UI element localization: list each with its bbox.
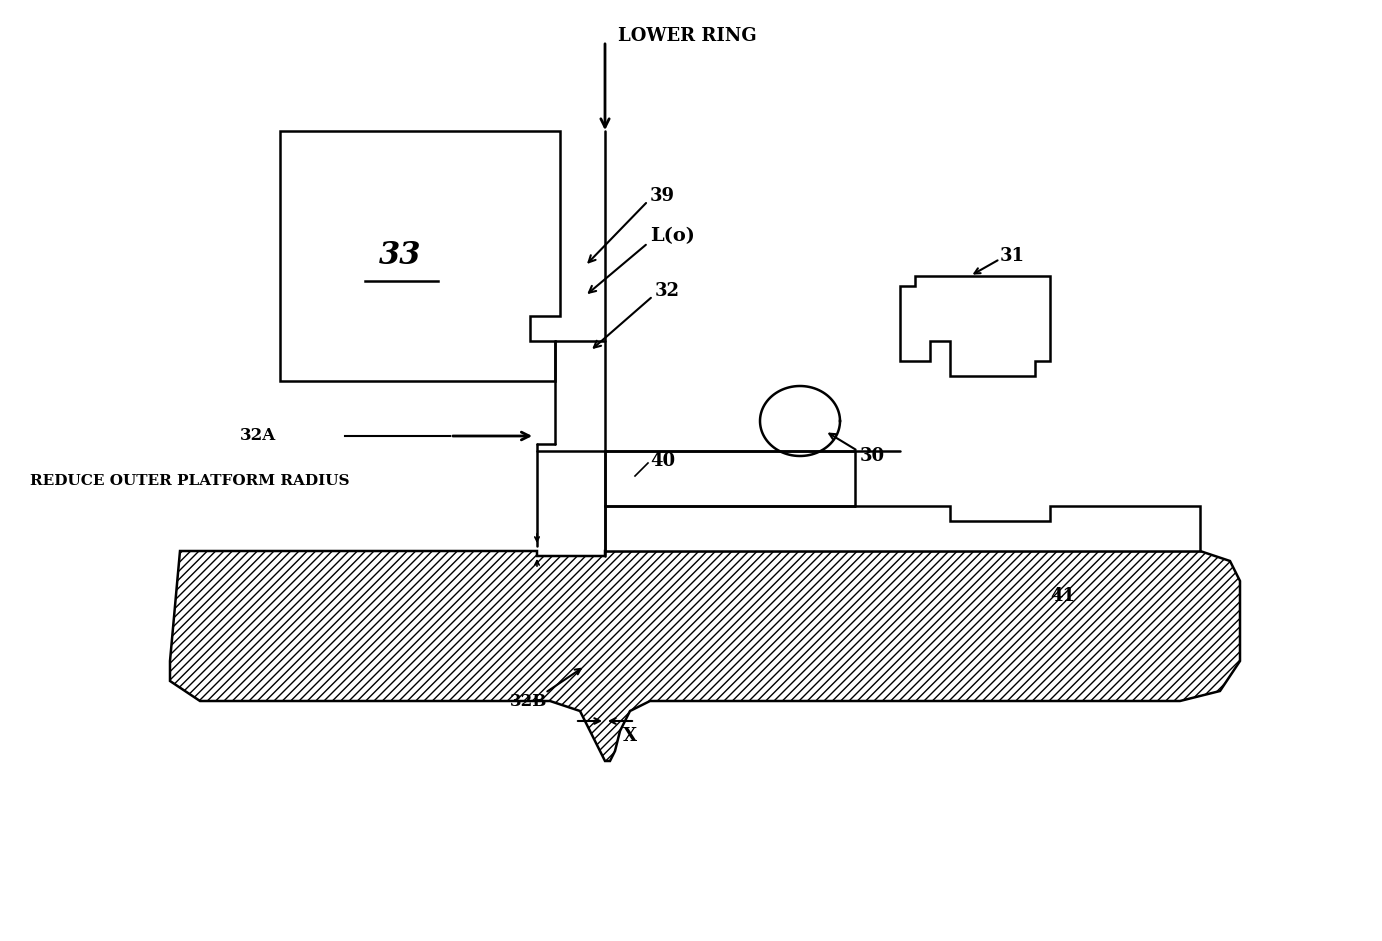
Polygon shape — [900, 276, 1050, 376]
Text: 32A: 32A — [240, 427, 276, 444]
Text: LOWER RING: LOWER RING — [618, 27, 756, 45]
Text: 32B: 32B — [510, 693, 547, 710]
Text: X: X — [623, 727, 637, 745]
Polygon shape — [170, 551, 1240, 761]
Text: 32: 32 — [655, 282, 680, 300]
Polygon shape — [605, 506, 1200, 551]
Text: 41: 41 — [1050, 587, 1075, 605]
Text: 30: 30 — [860, 447, 884, 465]
Text: REDUCE OUTER PLATFORM RADIUS: REDUCE OUTER PLATFORM RADIUS — [30, 474, 350, 488]
Text: 40: 40 — [650, 452, 676, 470]
Text: L(o): L(o) — [650, 227, 695, 245]
Text: 33: 33 — [379, 241, 422, 272]
Polygon shape — [281, 131, 560, 381]
Text: 31: 31 — [1001, 247, 1025, 265]
Text: 39: 39 — [650, 187, 674, 205]
